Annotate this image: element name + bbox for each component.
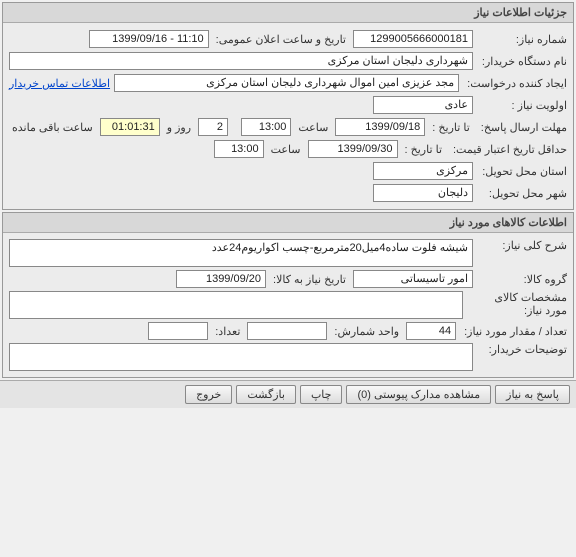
deadline-label: مهلت ارسال پاسخ: (477, 121, 567, 134)
desc-field[interactable] (9, 239, 473, 267)
announce-field: 11:10 - 1399/09/16 (89, 30, 209, 48)
need-number-field: 1299005666000181 (353, 30, 473, 48)
to-date-label: تا تاریخ : (429, 121, 472, 134)
time-label-2: ساعت (268, 143, 304, 156)
need-by-field: 1399/09/20 (176, 270, 266, 288)
group-label: گروه کالا: (477, 273, 567, 286)
need-number-label: شماره نیاز: (477, 33, 567, 46)
priority-label: اولویت نیاز : (477, 99, 567, 112)
goods-info-panel: اطلاعات کالاهای مورد نیاز شرح کلی نیاز: … (2, 212, 574, 378)
attachments-button[interactable]: مشاهده مدارک پیوستی (0) (346, 385, 491, 404)
to-date-label-2: تا تاریخ : (402, 143, 445, 156)
province-label: استان محل تحویل: (477, 165, 567, 178)
credit-date-field: 1399/09/30 (308, 140, 398, 158)
days-label: روز و (164, 121, 194, 134)
city-label: شهر محل تحویل: (477, 187, 567, 200)
days-left-field: 2 (198, 118, 228, 136)
group-field: امور تاسیساتی (353, 270, 473, 288)
print-button[interactable]: چاپ (300, 385, 343, 404)
requester-field: مجد عزیزی امین اموال شهرداری دلیجان استا… (114, 74, 459, 92)
contact-link[interactable]: اطلاعات تماس خریدار (9, 77, 110, 90)
requester-label: ایجاد کننده درخواست: (463, 77, 567, 90)
goods-info-body: شرح کلی نیاز: گروه کالا: امور تاسیساتی ت… (3, 233, 573, 377)
time-label-1: ساعت (295, 121, 331, 134)
qty-field: 44 (406, 322, 456, 340)
count-label: تعداد: (212, 325, 243, 338)
need-details-header: جزئیات اطلاعات نیاز (3, 3, 573, 23)
qty-label: تعداد / مقدار مورد نیاز: (460, 325, 567, 338)
button-bar: پاسخ به نیاز مشاهده مدارک پیوستی (0) چاپ… (0, 380, 576, 408)
need-by-label: تاریخ نیاز به کالا: (270, 273, 349, 286)
min-credit-label: حداقل تاریخ اعتبار قیمت: (449, 143, 567, 156)
exit-button[interactable]: خروج (185, 385, 232, 404)
countdown-field: 01:01:31 (100, 118, 160, 136)
goods-info-header: اطلاعات کالاهای مورد نیاز (3, 213, 573, 233)
buyer-notes-label: توضیحات خریدار: (477, 343, 567, 356)
specs-field[interactable] (9, 291, 463, 319)
deadline-date-field: 1399/09/18 (335, 118, 425, 136)
specs-label: مشخصات کالای مورد نیاز: (467, 291, 567, 317)
priority-field: عادی (373, 96, 473, 114)
back-button[interactable]: بازگشت (236, 385, 296, 404)
need-details-panel: جزئیات اطلاعات نیاز شماره نیاز: 12990056… (2, 2, 574, 210)
credit-time-field: 13:00 (214, 140, 264, 158)
announce-label: تاریخ و ساعت اعلان عمومی: (213, 33, 349, 46)
need-details-body: شماره نیاز: 1299005666000181 تاریخ و ساع… (3, 23, 573, 209)
reply-button[interactable]: پاسخ به نیاز (495, 385, 570, 404)
buyer-org-field: شهرداری دلیجان استان مرکزی (9, 52, 473, 70)
deadline-time-field: 13:00 (241, 118, 291, 136)
desc-label: شرح کلی نیاز: (477, 239, 567, 252)
buyer-notes-field[interactable] (9, 343, 473, 371)
unit-field (247, 322, 327, 340)
buyer-org-label: نام دستگاه خریدار: (477, 55, 567, 68)
unit-label: واحد شمارش: (331, 325, 402, 338)
remain-label: ساعت باقی مانده (9, 121, 96, 134)
count-field (148, 322, 208, 340)
province-field: مرکزی (373, 162, 473, 180)
city-field: دلیجان (373, 184, 473, 202)
